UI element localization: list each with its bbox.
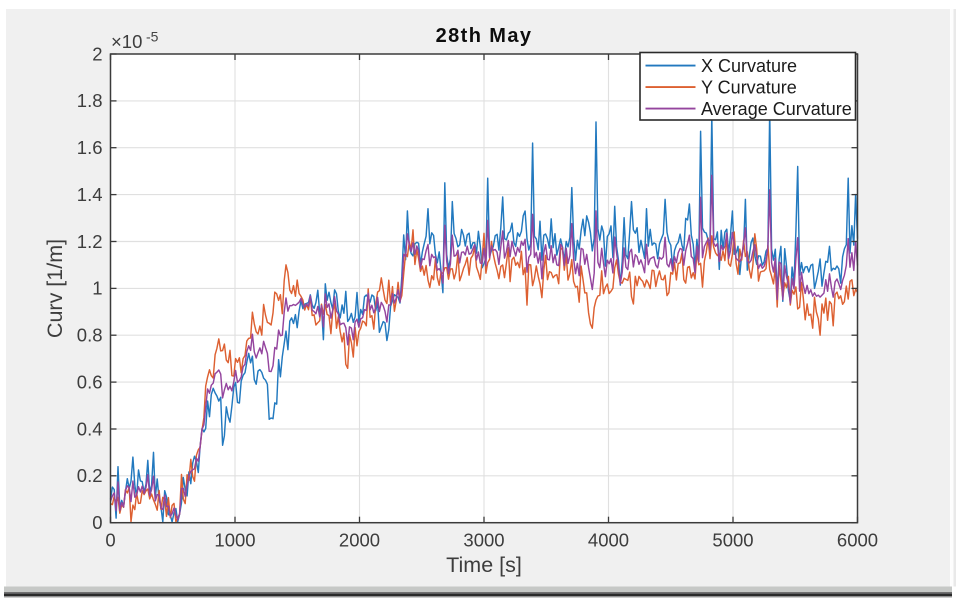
svg-text:Average Curvature: Average Curvature: [701, 99, 852, 119]
svg-text:X Curvature: X Curvature: [701, 56, 797, 76]
svg-text:3000: 3000: [463, 530, 504, 551]
svg-text:4000: 4000: [588, 530, 629, 551]
svg-text:2000: 2000: [339, 530, 380, 551]
svg-text:1000: 1000: [214, 530, 255, 551]
svg-text:28th May: 28th May: [436, 25, 533, 47]
svg-text:Curv [1/m]: Curv [1/m]: [43, 239, 67, 338]
svg-text:5000: 5000: [712, 530, 753, 551]
svg-text:-5: -5: [146, 29, 159, 45]
svg-text:2: 2: [92, 43, 102, 64]
svg-text:0.4: 0.4: [77, 418, 103, 439]
svg-text:Y Curvature: Y Curvature: [701, 78, 797, 98]
svg-text:1: 1: [92, 278, 102, 299]
svg-text:0.2: 0.2: [77, 465, 103, 486]
svg-text:1.4: 1.4: [77, 184, 103, 205]
svg-text:1.8: 1.8: [77, 90, 103, 111]
svg-text:0: 0: [92, 512, 102, 533]
svg-text:0.8: 0.8: [77, 325, 103, 346]
svg-text:0: 0: [105, 530, 115, 551]
svg-text:1.6: 1.6: [77, 137, 103, 158]
svg-text:Time [s]: Time [s]: [446, 553, 522, 577]
svg-text:1.2: 1.2: [77, 231, 103, 252]
svg-text:×10: ×10: [111, 31, 142, 52]
svg-text:6000: 6000: [837, 530, 878, 551]
svg-text:0.6: 0.6: [77, 371, 103, 392]
